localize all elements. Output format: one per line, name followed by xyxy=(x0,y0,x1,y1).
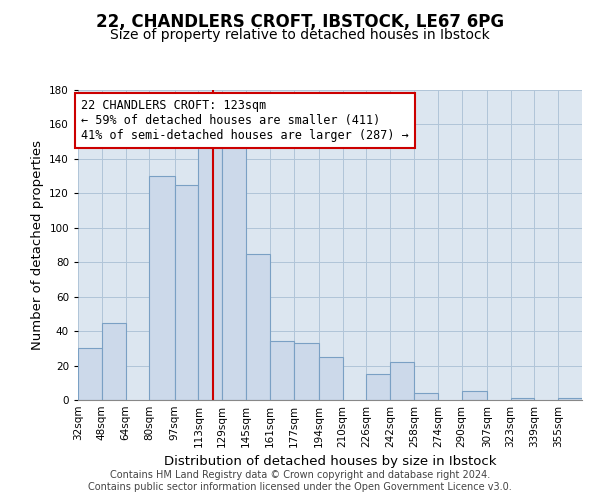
Bar xyxy=(222,145,246,400)
Bar xyxy=(149,176,175,400)
Bar xyxy=(78,348,102,400)
X-axis label: Distribution of detached houses by size in Ibstock: Distribution of detached houses by size … xyxy=(164,456,496,468)
Text: Contains HM Land Registry data © Crown copyright and database right 2024.: Contains HM Land Registry data © Crown c… xyxy=(110,470,490,480)
Bar xyxy=(461,392,487,400)
Bar xyxy=(390,362,414,400)
Bar xyxy=(293,343,319,400)
Y-axis label: Number of detached properties: Number of detached properties xyxy=(31,140,44,350)
Bar xyxy=(175,184,199,400)
Bar xyxy=(319,357,343,400)
Bar xyxy=(270,342,293,400)
Text: Size of property relative to detached houses in Ibstock: Size of property relative to detached ho… xyxy=(110,28,490,42)
Bar xyxy=(414,393,438,400)
Bar xyxy=(102,322,125,400)
Bar xyxy=(199,145,222,400)
Bar xyxy=(558,398,582,400)
Text: Contains public sector information licensed under the Open Government Licence v3: Contains public sector information licen… xyxy=(88,482,512,492)
Text: 22 CHANDLERS CROFT: 123sqm
← 59% of detached houses are smaller (411)
41% of sem: 22 CHANDLERS CROFT: 123sqm ← 59% of deta… xyxy=(81,98,409,142)
Bar xyxy=(511,398,535,400)
Text: 22, CHANDLERS CROFT, IBSTOCK, LE67 6PG: 22, CHANDLERS CROFT, IBSTOCK, LE67 6PG xyxy=(96,12,504,30)
Bar xyxy=(246,254,270,400)
Bar xyxy=(367,374,390,400)
